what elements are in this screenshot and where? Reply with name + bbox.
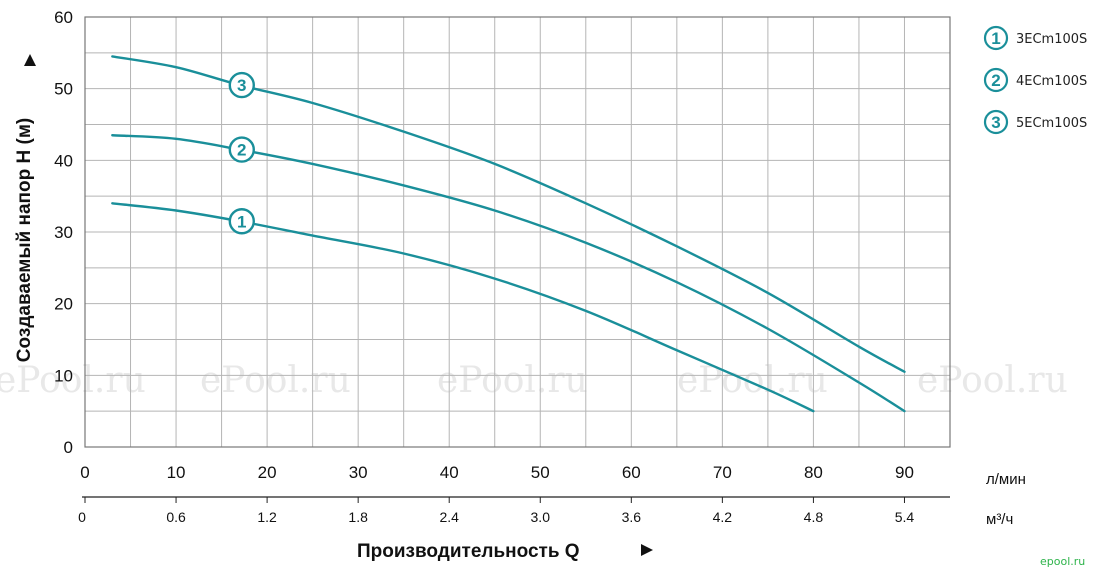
legend-marker-circle xyxy=(983,67,1009,93)
legend-entry-1: 1 3ECm100S xyxy=(983,25,1087,51)
x-secondary-tick-label: 4.2 xyxy=(713,509,733,525)
x-tick-labels: 0 10 20 30 40 50 60 70 80 90 xyxy=(80,463,914,482)
grid xyxy=(85,17,950,447)
curve-marker-circle xyxy=(228,136,255,163)
watermark-3: ePool.ru xyxy=(677,360,828,401)
watermark-2: ePool.ru xyxy=(437,360,588,401)
y-tick-label: 40 xyxy=(54,151,73,170)
legend-marker-circle xyxy=(983,109,1009,135)
curve-marker-circle xyxy=(228,208,255,235)
series-line-1 xyxy=(111,202,815,413)
curve-markers: 1 2 3 xyxy=(228,71,255,235)
x-secondary-tick-label: 2.4 xyxy=(439,509,459,525)
curve-marker-number: 2 xyxy=(237,141,246,160)
x-secondary-tick-label: 5.4 xyxy=(895,509,915,525)
legend-series-name: 4ECm100S xyxy=(1016,74,1087,89)
y-axis-arrow-icon xyxy=(24,54,36,66)
x-unit-label: л/мин xyxy=(986,471,1026,488)
x-secondary-tick-label: 0.6 xyxy=(166,509,186,525)
y-tick-label: 10 xyxy=(54,366,73,385)
y-tick-label: 30 xyxy=(54,223,73,242)
x-secondary-unit-label: м³/ч xyxy=(986,511,1013,528)
plot-frame xyxy=(84,16,951,448)
plot-border xyxy=(84,16,951,448)
x-tick-label: 70 xyxy=(713,463,732,482)
y-tick-label: 0 xyxy=(64,438,73,457)
x-tick-label: 20 xyxy=(258,463,277,482)
curve-marker-number: 3 xyxy=(237,76,246,95)
y-tick-label: 60 xyxy=(54,8,73,27)
x-secondary-tick-label: 4.8 xyxy=(804,509,824,525)
x-tick-label: 10 xyxy=(167,463,186,482)
x-secondary-tick-label: 1.8 xyxy=(348,509,368,525)
y-tick-label: 50 xyxy=(54,80,73,99)
legend: 1 3ECm100S 2 4ECm100S 3 5ECm100S xyxy=(983,25,1087,135)
x-tick-label: 30 xyxy=(349,463,368,482)
y-tick-label: 20 xyxy=(54,295,73,314)
legend-marker-number: 2 xyxy=(991,71,1000,90)
curves xyxy=(111,55,906,413)
watermark-0: ePool.ru xyxy=(0,360,146,401)
legend-series-name: 5ECm100S xyxy=(1016,116,1087,131)
corner-watermark: epool.ru xyxy=(1040,555,1085,568)
x-tick-label: 60 xyxy=(622,463,641,482)
legend-series-name: 3ECm100S xyxy=(1016,32,1087,47)
watermark-layer: ePool.ru ePool.ru ePool.ru ePool.ru ePool.ru xyxy=(0,360,1068,401)
y-tick-labels: 0 10 20 30 40 50 60 xyxy=(54,8,73,457)
curve-marker-circle xyxy=(228,71,255,99)
x-tick-label: 40 xyxy=(440,463,459,482)
legend-entry-2: 2 4ECm100S xyxy=(983,67,1087,93)
x-secondary-tick-label: 0 xyxy=(78,509,86,525)
x-secondary-tick-label: 3.0 xyxy=(531,509,551,525)
legend-marker-number: 3 xyxy=(991,113,1000,132)
x-axis-arrow-icon xyxy=(641,544,653,556)
x-tick-label: 80 xyxy=(804,463,823,482)
y-axis-title: Создаваемый напор H (м) xyxy=(14,118,35,362)
x-secondary-tick-label: 3.6 xyxy=(622,509,642,525)
secondary-x-axis: 0 0.6 1.2 1.8 2.4 3.0 3.6 4.2 4.8 5.4 xyxy=(78,496,950,525)
legend-marker-circle xyxy=(983,25,1009,51)
watermark-1: ePool.ru xyxy=(200,360,351,401)
x-tick-label: 90 xyxy=(895,463,914,482)
watermark-4: ePool.ru xyxy=(917,360,1068,401)
x-tick-label: 0 xyxy=(80,463,89,482)
x-axis-title: Производительность Q xyxy=(357,541,580,562)
curve-marker-3: 3 xyxy=(228,71,255,99)
curve-marker-1: 1 xyxy=(228,208,255,235)
curve-marker-number: 1 xyxy=(237,212,246,231)
x-tick-label: 50 xyxy=(531,463,550,482)
legend-marker-number: 1 xyxy=(991,29,1000,48)
curve-marker-2: 2 xyxy=(228,136,255,163)
legend-entry-3: 3 5ECm100S xyxy=(983,109,1087,135)
x-secondary-tick-label: 1.2 xyxy=(257,509,277,525)
